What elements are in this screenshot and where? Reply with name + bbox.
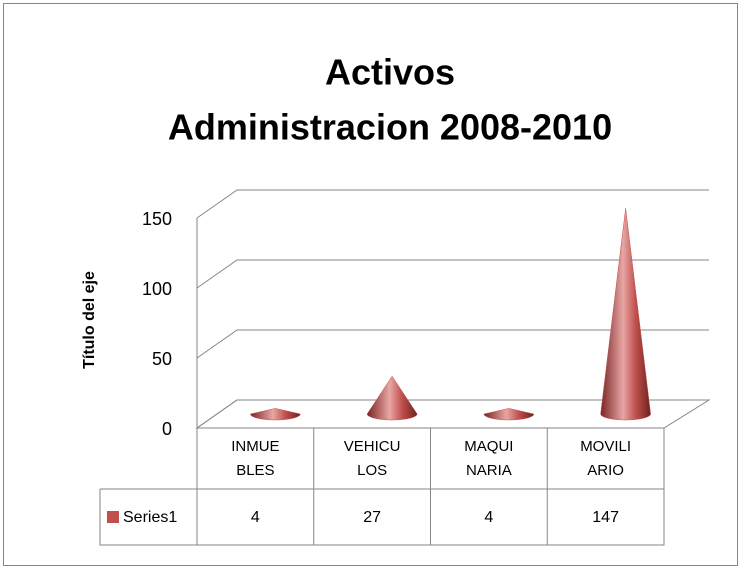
grid-line — [196, 259, 709, 289]
legend-label: Series1 — [123, 509, 177, 526]
data-label: 27 — [363, 509, 381, 526]
x-tick-label: MOVILIARIO — [580, 438, 632, 479]
cone — [250, 408, 301, 421]
data-label: 4 — [484, 509, 493, 526]
x-tick-label: VEHICULOS — [343, 438, 401, 479]
y-tick-label: 50 — [152, 349, 172, 369]
x-tick-label: INMUEBLES — [231, 438, 280, 479]
chart-subtitle: Administracion 2008-2010 — [168, 107, 612, 148]
chart-title: Activos — [325, 52, 455, 93]
cone — [483, 408, 535, 421]
grid-line — [196, 329, 709, 359]
y-tick-label: 100 — [142, 279, 172, 299]
cone — [600, 208, 651, 421]
cone — [366, 375, 418, 421]
y-tick-label: 0 — [162, 419, 172, 439]
grid-line — [196, 189, 709, 219]
data-label: 4 — [251, 509, 260, 526]
y-axis-label: Título del eje — [81, 271, 98, 369]
legend-swatch — [107, 511, 119, 523]
data-label: 147 — [592, 509, 619, 526]
chart-border — [3, 3, 738, 566]
y-tick-label: 150 — [142, 209, 172, 229]
table-border — [99, 428, 665, 546]
grid-line — [196, 399, 709, 429]
x-tick-label: MAQUINARIA — [464, 438, 514, 479]
